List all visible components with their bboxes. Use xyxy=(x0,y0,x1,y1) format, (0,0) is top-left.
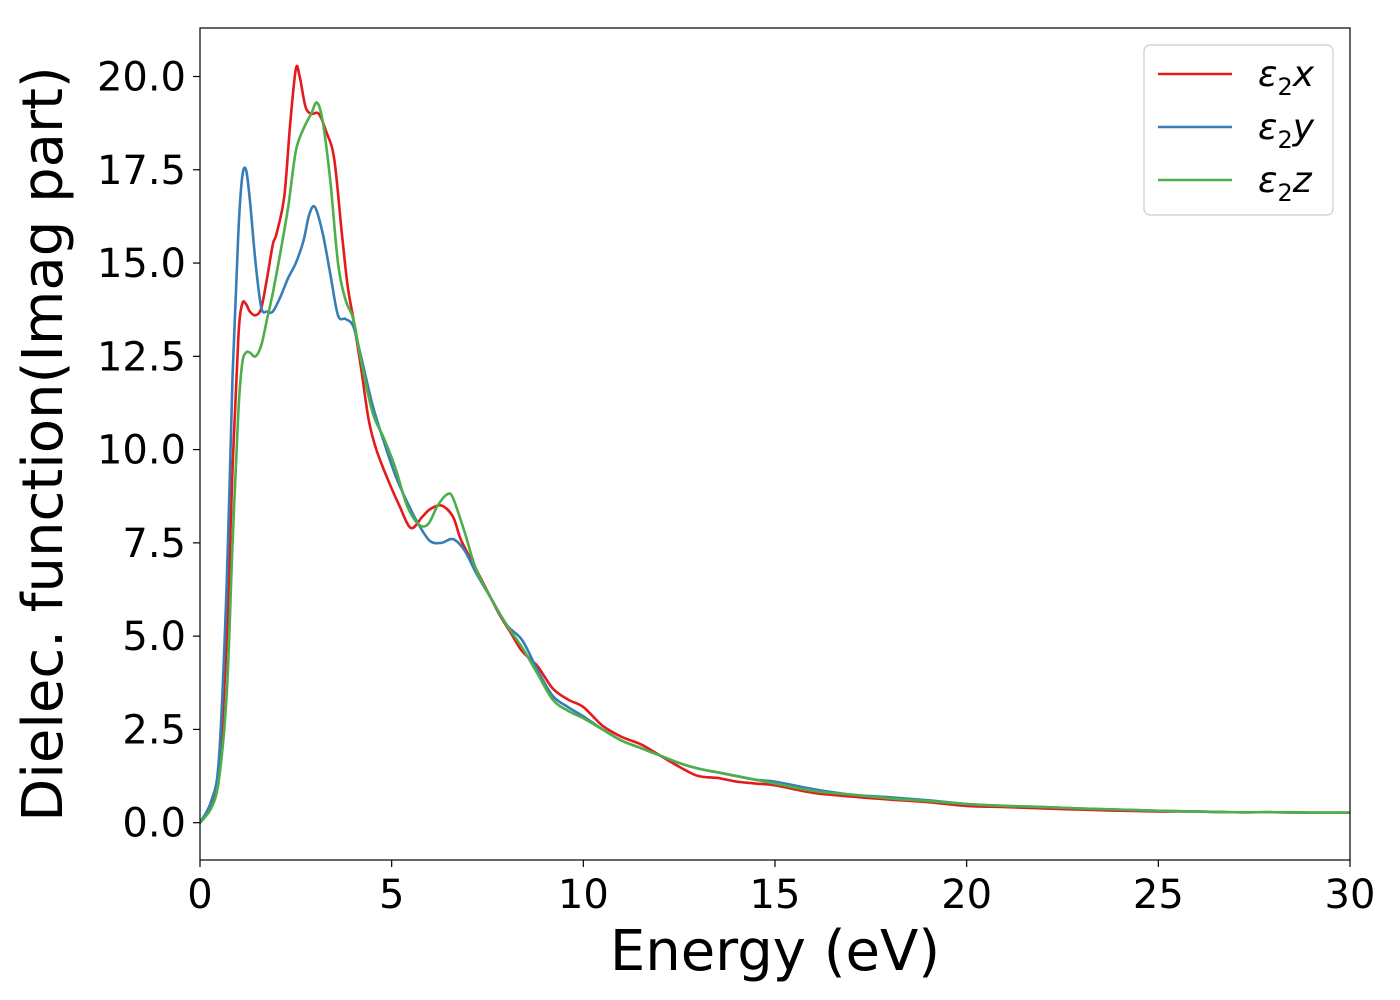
legend-box xyxy=(1143,44,1334,216)
x-tick-label: 15 xyxy=(750,872,801,918)
x-tick-label: 0 xyxy=(187,872,212,918)
y-tick-label: 20.0 xyxy=(97,55,186,101)
y-tick-label: 10.0 xyxy=(97,428,186,474)
y-tick-label: 15.0 xyxy=(97,241,186,287)
y-tick-label: 5.0 xyxy=(122,614,186,660)
legend-label-z: ε2z xyxy=(1258,160,1313,207)
legend-label-base: ε xyxy=(1258,160,1277,201)
x-tick-label: 30 xyxy=(1325,872,1376,918)
legend-label-suffix: y xyxy=(1292,107,1315,148)
y-tick-label: 2.5 xyxy=(122,707,186,753)
x-tick-label: 10 xyxy=(558,872,609,918)
y-tick-label: 17.5 xyxy=(97,148,186,194)
y-tick-label: 12.5 xyxy=(97,334,186,380)
x-tick-label: 5 xyxy=(379,872,404,918)
legend-label-subscript: 2 xyxy=(1277,126,1292,154)
x-tick-label: 25 xyxy=(1133,872,1184,918)
y-axis: 0.0 2.5 5.0 7.5 10.0 12.5 15.0 17.5 20.0 xyxy=(97,55,200,847)
legend-label-x: ε2x xyxy=(1258,54,1315,101)
legend-label-y: ε2y xyxy=(1258,107,1315,154)
series-layer xyxy=(200,64,1350,824)
legend-label-base: ε xyxy=(1258,107,1277,148)
x-axis-title: Energy (eV) xyxy=(610,919,940,984)
x-tick-label: 20 xyxy=(941,872,992,918)
series-line-z xyxy=(200,101,1350,824)
y-axis-title: Dielec. function(Imag part) xyxy=(11,66,76,822)
y-tick-label: 7.5 xyxy=(122,521,186,567)
legend-label-subscript: 2 xyxy=(1277,73,1292,101)
legend-label-suffix: z xyxy=(1292,160,1313,201)
legend-label-base: ε xyxy=(1258,54,1277,95)
legend-label-subscript: 2 xyxy=(1277,179,1292,207)
x-axis: 0 5 10 15 20 25 30 xyxy=(187,860,1375,918)
legend-label-suffix: x xyxy=(1292,54,1315,95)
y-tick-label: 0.0 xyxy=(122,801,186,847)
